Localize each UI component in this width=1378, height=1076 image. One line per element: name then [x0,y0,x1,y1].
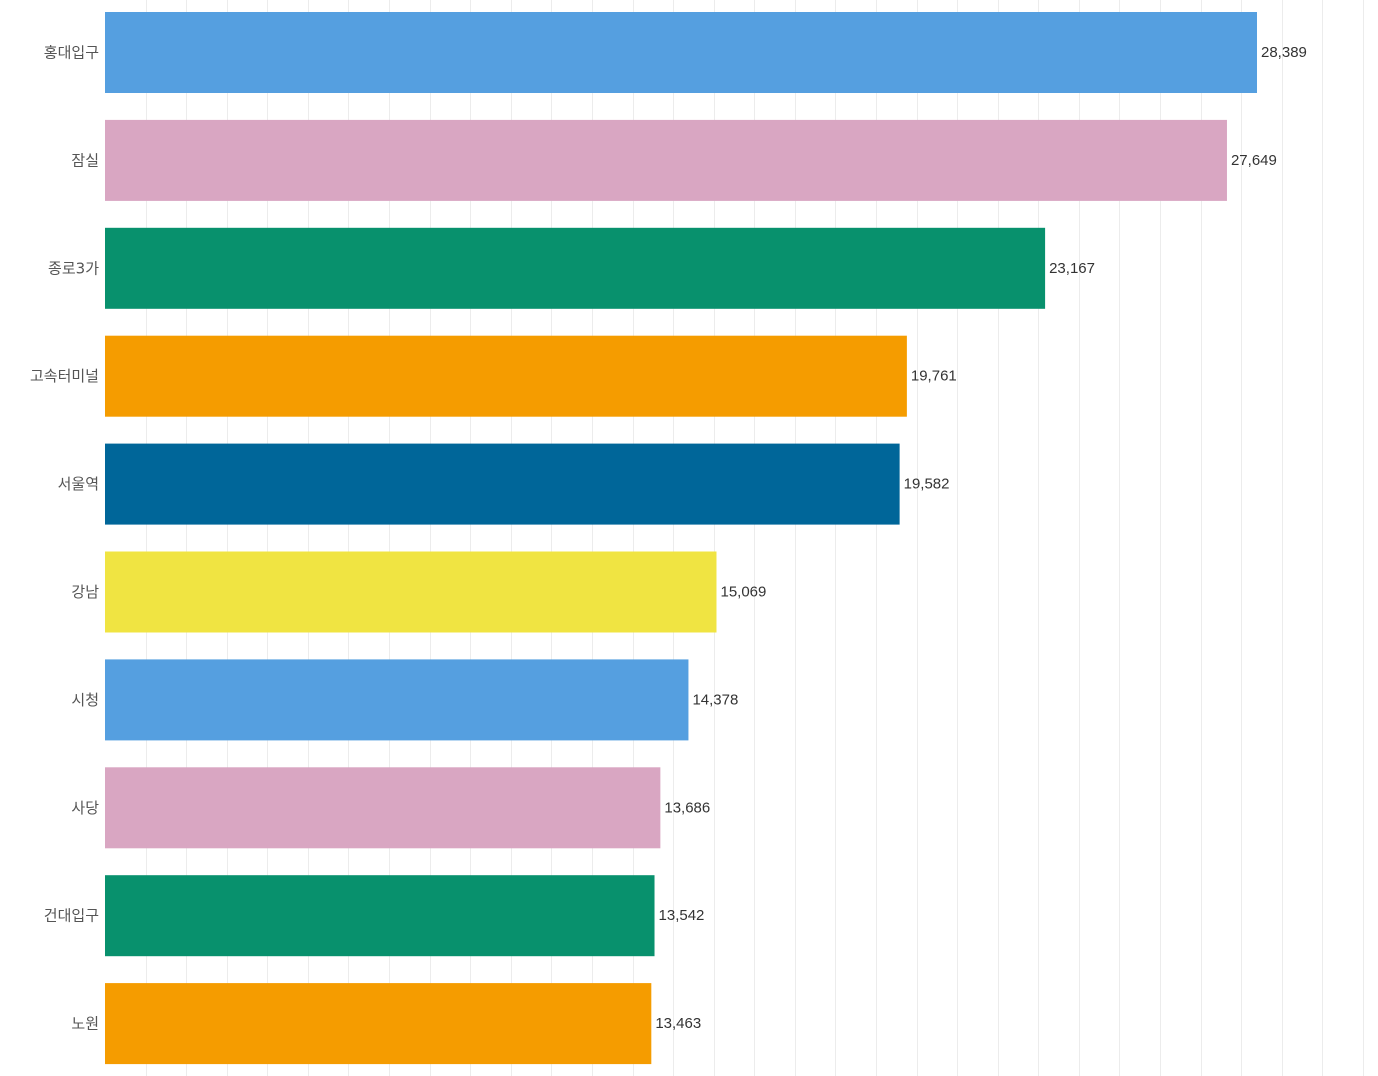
category-label: 서울역 [58,475,99,493]
value-label: 13,542 [659,907,705,924]
bar-3[interactable] [105,227,1046,309]
bar-4[interactable] [105,335,907,417]
category-label: 잠실 [71,151,99,169]
category-label: 건대입구 [44,907,99,925]
bars [105,12,1257,1065]
value-label: 23,167 [1049,260,1095,277]
category-label: 홍대입구 [44,44,99,62]
category-label: 강남 [71,583,99,601]
value-label: 13,463 [655,1015,701,1032]
category-label: 고속터미널 [30,367,99,385]
category-label: 시청 [71,691,99,709]
value-label: 13,686 [664,799,710,816]
category-label: 노원 [71,1015,99,1033]
bar-2[interactable] [105,119,1227,201]
value-label: 27,649 [1231,152,1277,169]
bar-10[interactable] [105,983,652,1065]
value-label: 19,761 [911,368,957,385]
category-label: 사당 [71,799,99,817]
bar-8[interactable] [105,767,661,849]
bar-5[interactable] [105,443,900,525]
value-label: 28,389 [1261,44,1307,61]
bar-6[interactable] [105,551,717,633]
bar-7[interactable] [105,659,689,741]
value-label: 14,378 [692,691,738,708]
labels: 홍대입구 28,389 잠실 27,649 종로3가 23,167 고속터미널 19,761 서… [30,44,1307,1033]
value-label: 15,069 [720,584,766,601]
category-label: 종로3가 [48,259,99,277]
value-label: 19,582 [904,476,950,493]
bar-1[interactable] [105,12,1257,93]
bar-9[interactable] [105,875,655,957]
